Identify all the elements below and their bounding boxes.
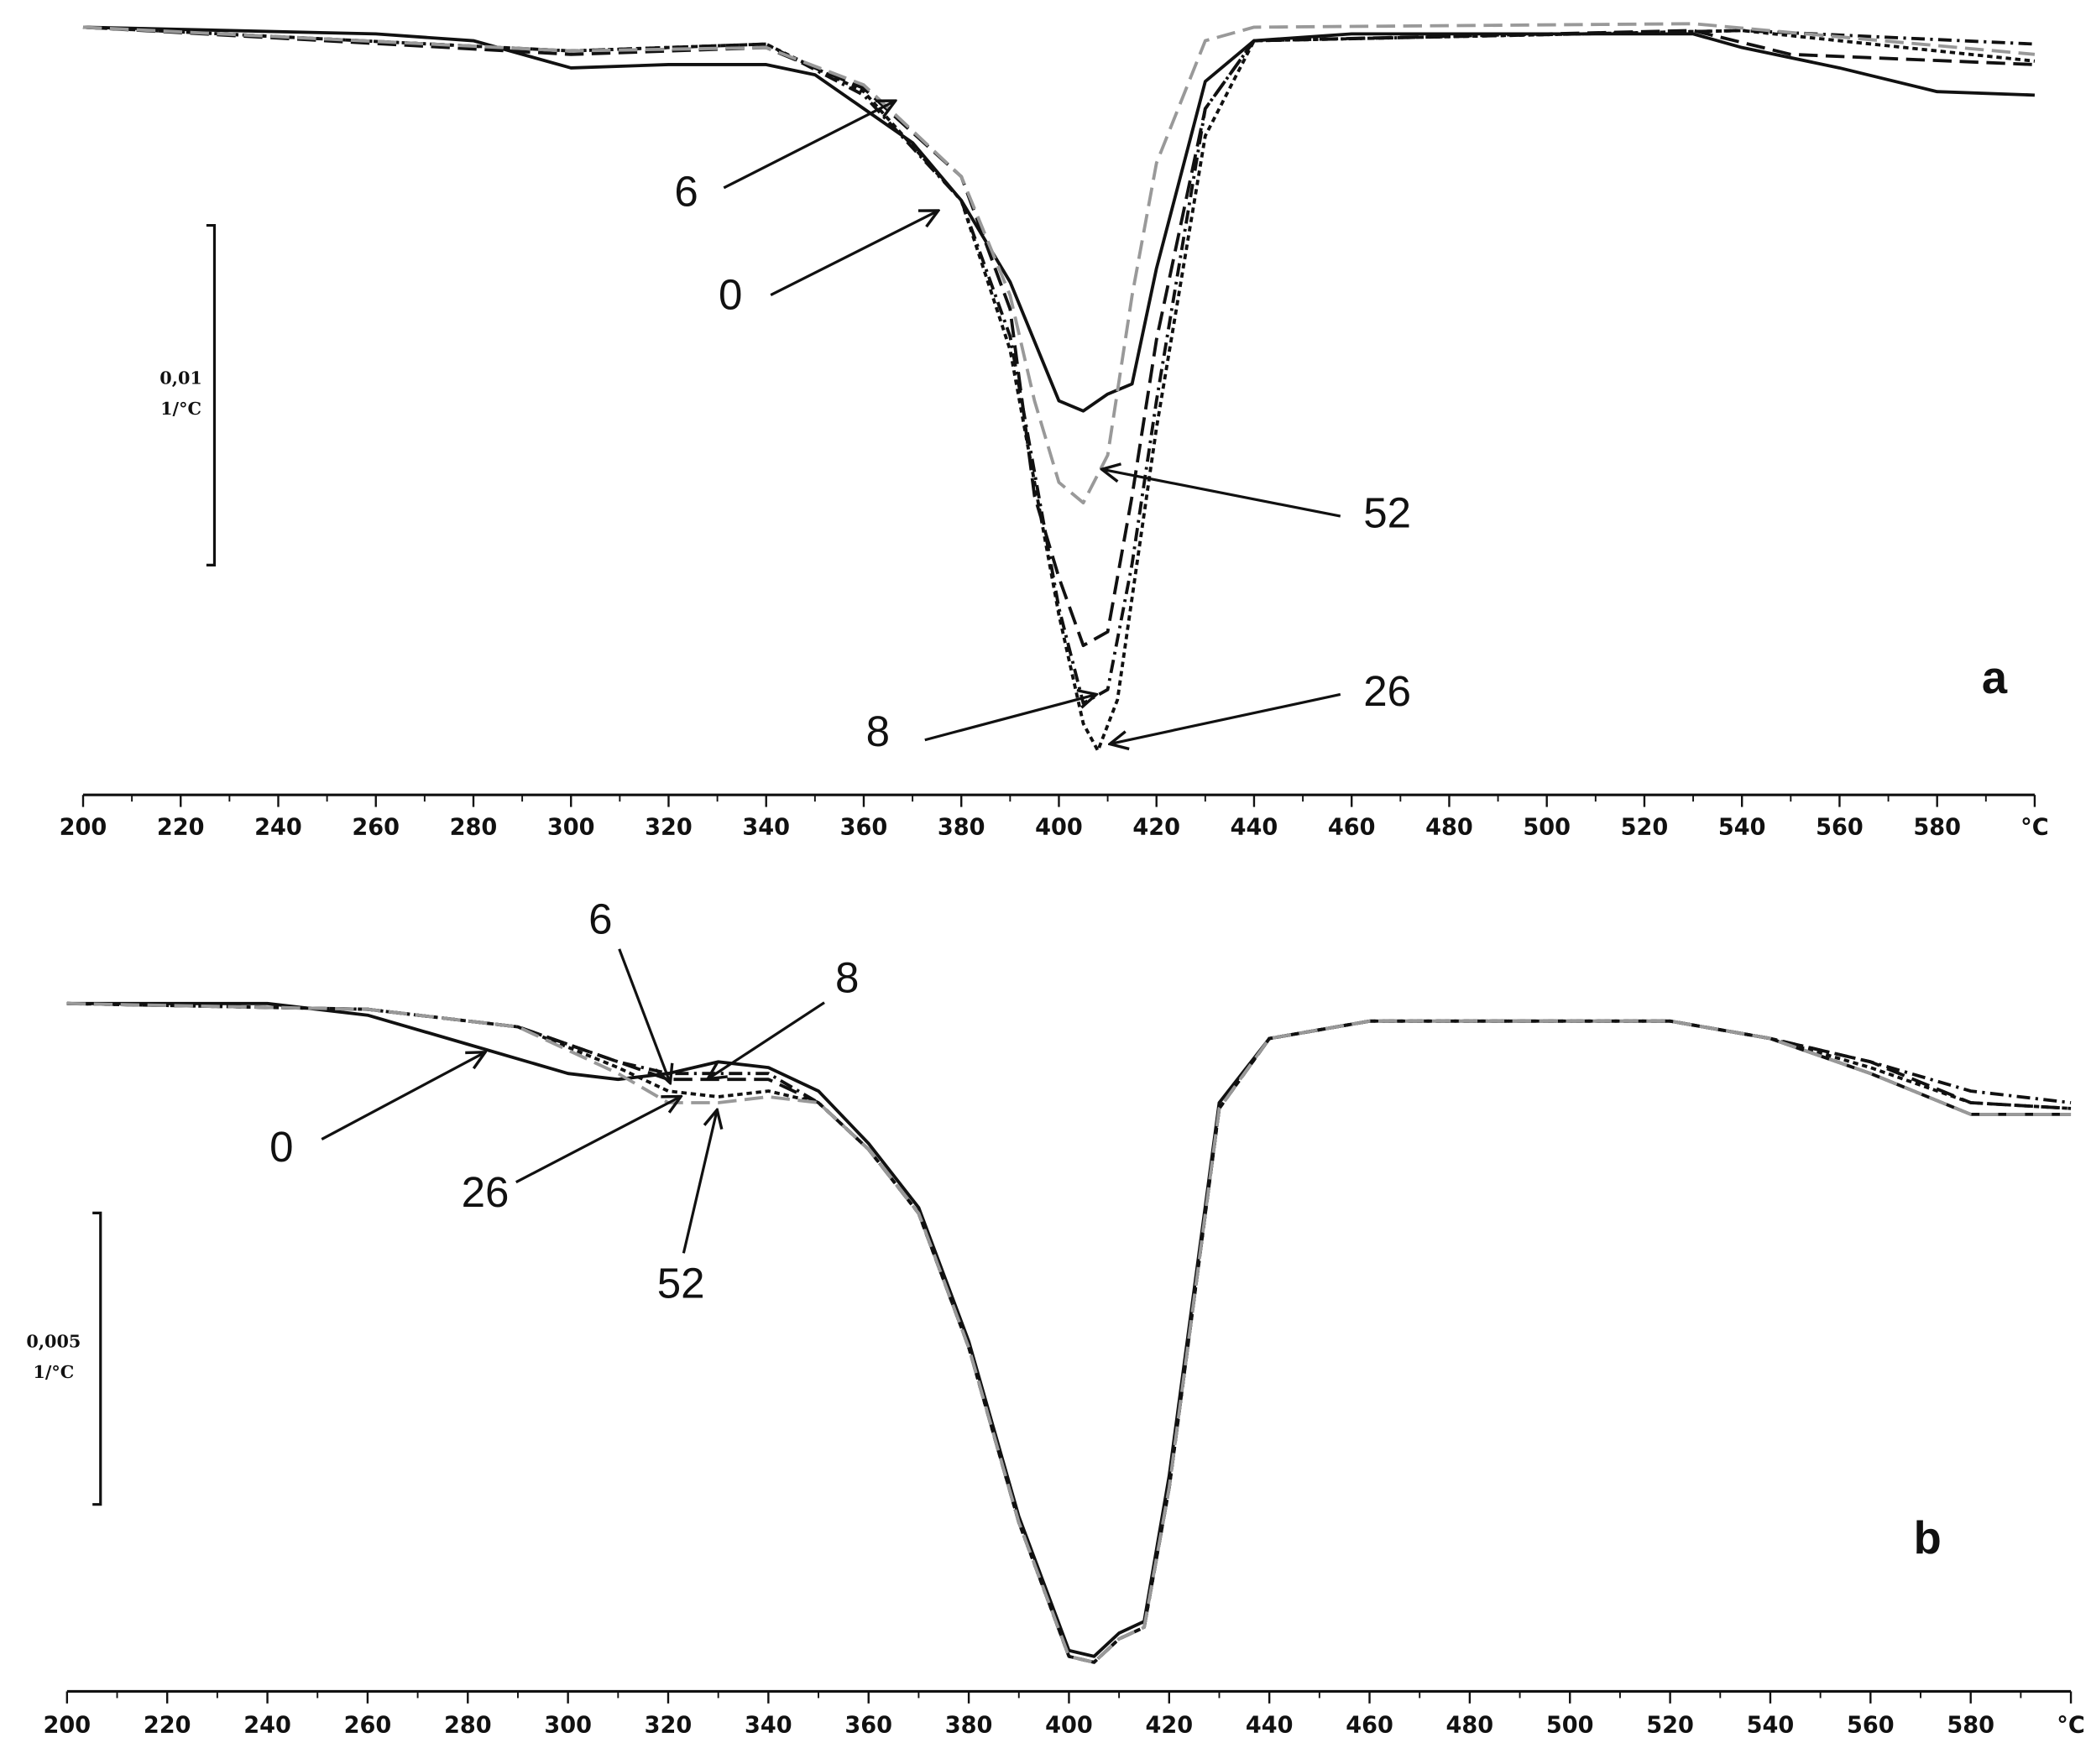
annotation-arrow [515, 1096, 681, 1184]
x-tick-label: 420 [1145, 1712, 1193, 1738]
x-tick-label: 540 [1747, 1712, 1795, 1738]
x-tick-label: 480 [1446, 1712, 1494, 1738]
x-tick-label: 340 [742, 815, 790, 841]
annotation-arrow [770, 211, 938, 297]
x-tick-label: °C [2057, 1712, 2084, 1738]
x-tick-label: 320 [645, 815, 693, 841]
x-tick-label: 380 [938, 815, 985, 841]
x-tick-label: 440 [1246, 1712, 1294, 1738]
x-tick-label: 360 [844, 1712, 892, 1738]
x-tick-label: °C [2020, 815, 2048, 841]
x-tick-label: 220 [157, 815, 205, 841]
scale-bar-unit: 1/°C [33, 1362, 74, 1382]
annotation-arrow [1110, 692, 1341, 744]
annotation-arrow [618, 948, 671, 1083]
curve-annotation: 6 [674, 167, 698, 215]
curve-annotation: 26 [1363, 667, 1411, 715]
x-tick-label: 440 [1231, 815, 1278, 841]
x-tick-label: 500 [1523, 815, 1571, 841]
x-tick-label: 560 [1847, 1712, 1895, 1738]
x-tick-label: 360 [840, 815, 888, 841]
annotation-arrow [708, 1001, 825, 1079]
x-tick-label: 400 [1035, 815, 1083, 841]
x-tick-label: 240 [243, 1712, 291, 1738]
x-tick-label: 200 [44, 1712, 91, 1738]
x-tick-label: 300 [547, 815, 595, 841]
annotation-arrow [723, 101, 895, 190]
curve-annotation: 8 [835, 954, 859, 1002]
panel-label: b [1914, 1512, 1942, 1563]
annotation-arrow [321, 1052, 485, 1140]
scale-bar-unit: 1/°C [160, 399, 201, 419]
x-tick-label: 400 [1045, 1712, 1093, 1738]
curve-annotation: 0 [719, 270, 742, 318]
series-line [82, 25, 2036, 413]
annotation-arrow [682, 1109, 717, 1254]
x-tick-label: 520 [1646, 1712, 1694, 1738]
x-tick-label: 320 [645, 1712, 693, 1738]
curve-annotation: 52 [1363, 489, 1411, 537]
curve-annotation: 52 [657, 1260, 705, 1307]
x-tick-label: 580 [1913, 815, 1961, 841]
x-tick-label: 260 [344, 1712, 392, 1738]
series-line [66, 1001, 2072, 1664]
scale-bar-label: 0,01 [159, 368, 202, 388]
curve-annotation: 6 [588, 895, 612, 942]
annotation-arrow [1102, 469, 1341, 518]
x-tick-label: 280 [450, 815, 498, 841]
x-tick-label: 200 [60, 815, 107, 841]
x-tick-label: 340 [745, 1712, 792, 1738]
x-tick-label: 520 [1621, 815, 1669, 841]
x-tick-label: 460 [1328, 815, 1376, 841]
series-line [82, 22, 2036, 505]
x-tick-label: 540 [1718, 815, 1766, 841]
series-line [82, 25, 2036, 753]
x-tick-label: 580 [1947, 1712, 1994, 1738]
annotation-arrow [924, 694, 1096, 742]
x-tick-label: 300 [544, 1712, 592, 1738]
x-tick-label: 560 [1816, 815, 1864, 841]
curve-annotation: 0 [269, 1123, 293, 1171]
x-tick-label: 380 [945, 1712, 993, 1738]
panel-label: a [1982, 652, 2008, 703]
x-tick-label: 420 [1132, 815, 1180, 841]
x-tick-label: 220 [144, 1712, 191, 1738]
scale-bar [92, 1211, 102, 1506]
x-tick-label: 240 [254, 815, 302, 841]
curve-annotation: 26 [462, 1168, 510, 1216]
curve-annotation: 8 [866, 707, 890, 755]
x-tick-label: 500 [1546, 1712, 1594, 1738]
x-tick-label: 280 [444, 1712, 492, 1738]
scale-bar [206, 223, 217, 566]
scale-bar-label: 0,005 [26, 1331, 81, 1351]
x-tick-label: 260 [352, 815, 400, 841]
x-tick-label: 460 [1346, 1712, 1393, 1738]
x-tick-label: 480 [1425, 815, 1473, 841]
